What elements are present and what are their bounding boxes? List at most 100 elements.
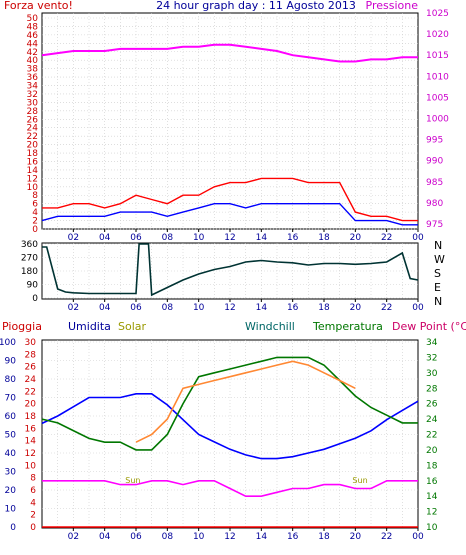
temp-tick-label: 30 bbox=[426, 369, 438, 379]
y-left-tick-label: 18 bbox=[27, 149, 39, 159]
y-left-tick-label: 34 bbox=[27, 82, 39, 92]
y-right-tick-label: 1025 bbox=[426, 9, 449, 19]
x-tick-label: 04 bbox=[99, 532, 111, 542]
temp-tick-label: 28 bbox=[426, 384, 438, 394]
series-layer bbox=[41, 43, 419, 528]
x-tick-label: 16 bbox=[287, 532, 299, 542]
x-tick-label: 00 bbox=[412, 532, 424, 542]
label-temperatura: Temperatura bbox=[312, 320, 383, 333]
y-left-tick-label: 42 bbox=[27, 48, 38, 58]
y-left-tick-label: 10 bbox=[27, 183, 39, 193]
x-tick-label: 22 bbox=[381, 233, 392, 243]
series-line bbox=[41, 43, 418, 63]
x-tick-label: 18 bbox=[318, 532, 330, 542]
y-right-tick-label: 975 bbox=[426, 220, 443, 230]
y-right-tick-label: 985 bbox=[426, 178, 443, 188]
umidita-tick-label: 30 bbox=[5, 468, 17, 478]
y-left-tick-label: 4 bbox=[32, 208, 38, 218]
label-solar: Solar bbox=[118, 320, 147, 333]
chart-title: 24 hour graph day : 11 Agosto 2013 bbox=[156, 0, 356, 12]
series-line bbox=[42, 480, 418, 497]
x-tick-label: 22 bbox=[381, 532, 392, 542]
y-left-tick-label: 12 bbox=[27, 174, 38, 184]
y-left-tick-label: 28 bbox=[27, 107, 39, 117]
temp-tick-label: 26 bbox=[426, 400, 438, 410]
x-tick-label: 20 bbox=[350, 303, 362, 313]
temp-tick-label: 24 bbox=[426, 415, 438, 425]
x-tick-label: 10 bbox=[193, 233, 205, 243]
pioggia-tick-label: 26 bbox=[25, 363, 37, 373]
y-left-tick-label: 360 bbox=[21, 240, 38, 250]
series-line bbox=[42, 177, 418, 222]
x-tick-label: 12 bbox=[224, 303, 235, 313]
pressure-title: Pressione bbox=[366, 0, 419, 12]
temp-tick-label: 10 bbox=[426, 523, 438, 533]
y-right-tick-label: 1015 bbox=[426, 51, 449, 61]
compass-label: W bbox=[434, 253, 445, 266]
x-tick-label: 18 bbox=[318, 303, 330, 313]
y-right-tick-label: 1010 bbox=[426, 72, 449, 82]
pioggia-tick-label: 2 bbox=[30, 511, 36, 521]
umidita-tick-label: 10 bbox=[5, 505, 17, 515]
y-right-tick-label: 1005 bbox=[426, 93, 449, 103]
pioggia-tick-label: 20 bbox=[25, 400, 37, 410]
compass-label: N bbox=[434, 295, 442, 308]
x-tick-label: 08 bbox=[162, 303, 174, 313]
temp-tick-label: 32 bbox=[426, 353, 437, 363]
y-right-tick-label: 1000 bbox=[426, 115, 449, 125]
x-tick-label: 14 bbox=[256, 532, 268, 542]
y-left-tick-label: 2 bbox=[32, 217, 38, 227]
umidita-tick-label: 100 bbox=[0, 338, 16, 348]
pioggia-tick-label: 28 bbox=[25, 350, 37, 360]
compass-label: S bbox=[434, 267, 441, 280]
y-left-tick-label: 44 bbox=[27, 39, 39, 49]
pioggia-tick-label: 4 bbox=[30, 498, 36, 508]
temp-tick-label: 20 bbox=[426, 446, 438, 456]
pioggia-tick-label: 16 bbox=[25, 424, 37, 434]
x-tick-label: 00 bbox=[412, 303, 424, 313]
sun-label: Sun bbox=[352, 476, 367, 485]
x-tick-label: 02 bbox=[68, 233, 79, 243]
y-left-tick-label: 32 bbox=[27, 90, 38, 100]
y-left-tick-label: 24 bbox=[27, 124, 39, 134]
label-umidita: Umidita bbox=[68, 320, 111, 333]
y-left-tick-label: 16 bbox=[27, 157, 39, 167]
y-left-tick-label: 270 bbox=[21, 254, 38, 264]
x-tick-label: 10 bbox=[193, 532, 205, 542]
y-left-tick-label: 0 bbox=[32, 225, 38, 235]
umidita-tick-label: 80 bbox=[5, 375, 17, 385]
temp-tick-label: 14 bbox=[426, 492, 438, 502]
label-pioggia: Pioggia bbox=[2, 320, 42, 333]
sun-label: Sun bbox=[125, 476, 140, 485]
x-tick-label: 02 bbox=[68, 532, 79, 542]
series-line bbox=[135, 360, 356, 443]
series-line bbox=[41, 356, 418, 451]
x-tick-label: 20 bbox=[350, 532, 362, 542]
umidita-tick-label: 20 bbox=[5, 486, 17, 496]
series-line bbox=[42, 243, 419, 297]
y-left-tick-label: 20 bbox=[27, 141, 39, 151]
pioggia-tick-label: 24 bbox=[25, 375, 37, 385]
x-tick-label: 08 bbox=[162, 233, 174, 243]
x-tick-label: 06 bbox=[130, 303, 142, 313]
x-tick-label: 18 bbox=[318, 233, 330, 243]
x-tick-label: 16 bbox=[287, 233, 299, 243]
umidita-tick-label: 0 bbox=[10, 523, 16, 533]
y-left-tick-label: 38 bbox=[27, 65, 39, 75]
pioggia-tick-label: 18 bbox=[25, 412, 37, 422]
x-tick-label: 20 bbox=[350, 233, 362, 243]
x-tick-label: 10 bbox=[193, 303, 205, 313]
y-left-tick-label: 14 bbox=[27, 166, 39, 176]
pioggia-tick-label: 0 bbox=[30, 523, 36, 533]
x-tick-label: 14 bbox=[256, 303, 268, 313]
temp-tick-label: 16 bbox=[426, 477, 438, 487]
x-tick-label: 12 bbox=[224, 233, 235, 243]
wind-title: Forza vento! bbox=[4, 0, 73, 12]
umidita-tick-label: 60 bbox=[5, 412, 17, 422]
series-line bbox=[41, 203, 418, 226]
x-tick-label: 22 bbox=[381, 303, 392, 313]
y-left-tick-label: 6 bbox=[32, 200, 38, 210]
